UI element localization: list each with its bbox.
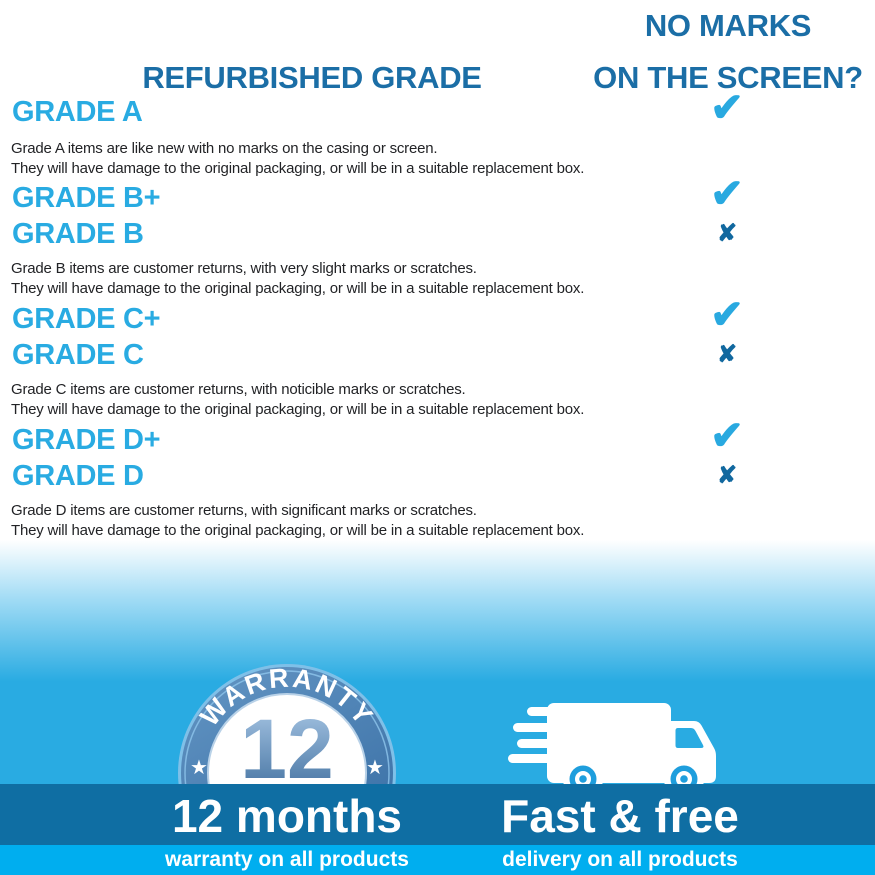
footer-title-band: 12 months Fast & free xyxy=(0,784,875,845)
warranty-subtitle: warranty on all products xyxy=(165,848,409,871)
truck-window xyxy=(675,728,704,748)
column-header-no-marks-line2: ON THE SCREEN? xyxy=(593,60,863,95)
warranty-title: 12 months xyxy=(171,790,403,842)
truck-front-wheel xyxy=(664,759,704,784)
grade-b-label: GRADE B xyxy=(12,218,144,250)
cross-icon-grade-b: ✘ xyxy=(716,220,738,247)
grade-d-label: GRADE D xyxy=(12,460,144,492)
check-icon-grade-d-plus: ✔ xyxy=(710,414,744,458)
cross-icon-grade-d: ✘ xyxy=(716,462,738,489)
grade-a-label: GRADE A xyxy=(12,96,143,128)
column-header-refurbished-grade: REFURBISHED GRADE xyxy=(142,60,482,95)
grade-a-description: Grade A items are like new with no marks… xyxy=(11,139,584,179)
promo-section: WARRANTY 12 ★ ★ xyxy=(0,540,875,784)
grade-b-description-line2: They will have damage to the original pa… xyxy=(11,280,585,297)
truck-rear-wheel xyxy=(563,759,603,784)
cross-icon-grade-c: ✘ xyxy=(716,341,738,368)
check-icon-grade-a: ✔ xyxy=(710,86,744,130)
delivery-subtitle: delivery on all products xyxy=(502,848,738,871)
grade-c-description: Grade C items are customer returns, with… xyxy=(11,380,584,420)
grade-d-plus-label: GRADE D+ xyxy=(12,424,161,456)
grade-c-label: GRADE C xyxy=(12,339,144,371)
grade-d-description: Grade D items are customer returns, with… xyxy=(11,501,584,541)
check-icon-grade-c-plus: ✔ xyxy=(710,293,744,337)
grade-c-description-line2: They will have damage to the original pa… xyxy=(11,401,585,418)
grade-b-plus-label: GRADE B+ xyxy=(12,182,161,214)
warranty-badge-icon: WARRANTY 12 ★ ★ xyxy=(178,663,396,784)
check-icon-grade-b-plus: ✔ xyxy=(710,172,744,216)
badge-inner-circle xyxy=(207,693,367,784)
column-header-no-marks-line1: NO MARKS xyxy=(644,8,812,43)
delivery-truck-icon xyxy=(508,703,716,784)
grade-a-description-line1: Grade A items are like new with no marks… xyxy=(11,140,438,157)
badge-star-right-icon: ★ xyxy=(366,757,384,779)
grade-b-description-line1: Grade B items are customer returns, with… xyxy=(11,260,477,277)
grade-d-description-line1: Grade D items are customer returns, with… xyxy=(11,502,477,519)
badge-number-12: 12 xyxy=(240,702,333,784)
grade-c-description-line1: Grade C items are customer returns, with… xyxy=(11,381,466,398)
delivery-title: Fast & free xyxy=(501,790,739,842)
grade-c-plus-label: GRADE C+ xyxy=(12,303,161,335)
grade-a-description-line2: They will have damage to the original pa… xyxy=(11,160,585,177)
footer-subtitle-band: warranty on all products delivery on all… xyxy=(0,845,875,875)
badge-star-left-icon: ★ xyxy=(190,757,208,779)
grade-d-description-line2: They will have damage to the original pa… xyxy=(11,522,585,539)
grade-b-description: Grade B items are customer returns, with… xyxy=(11,259,584,299)
